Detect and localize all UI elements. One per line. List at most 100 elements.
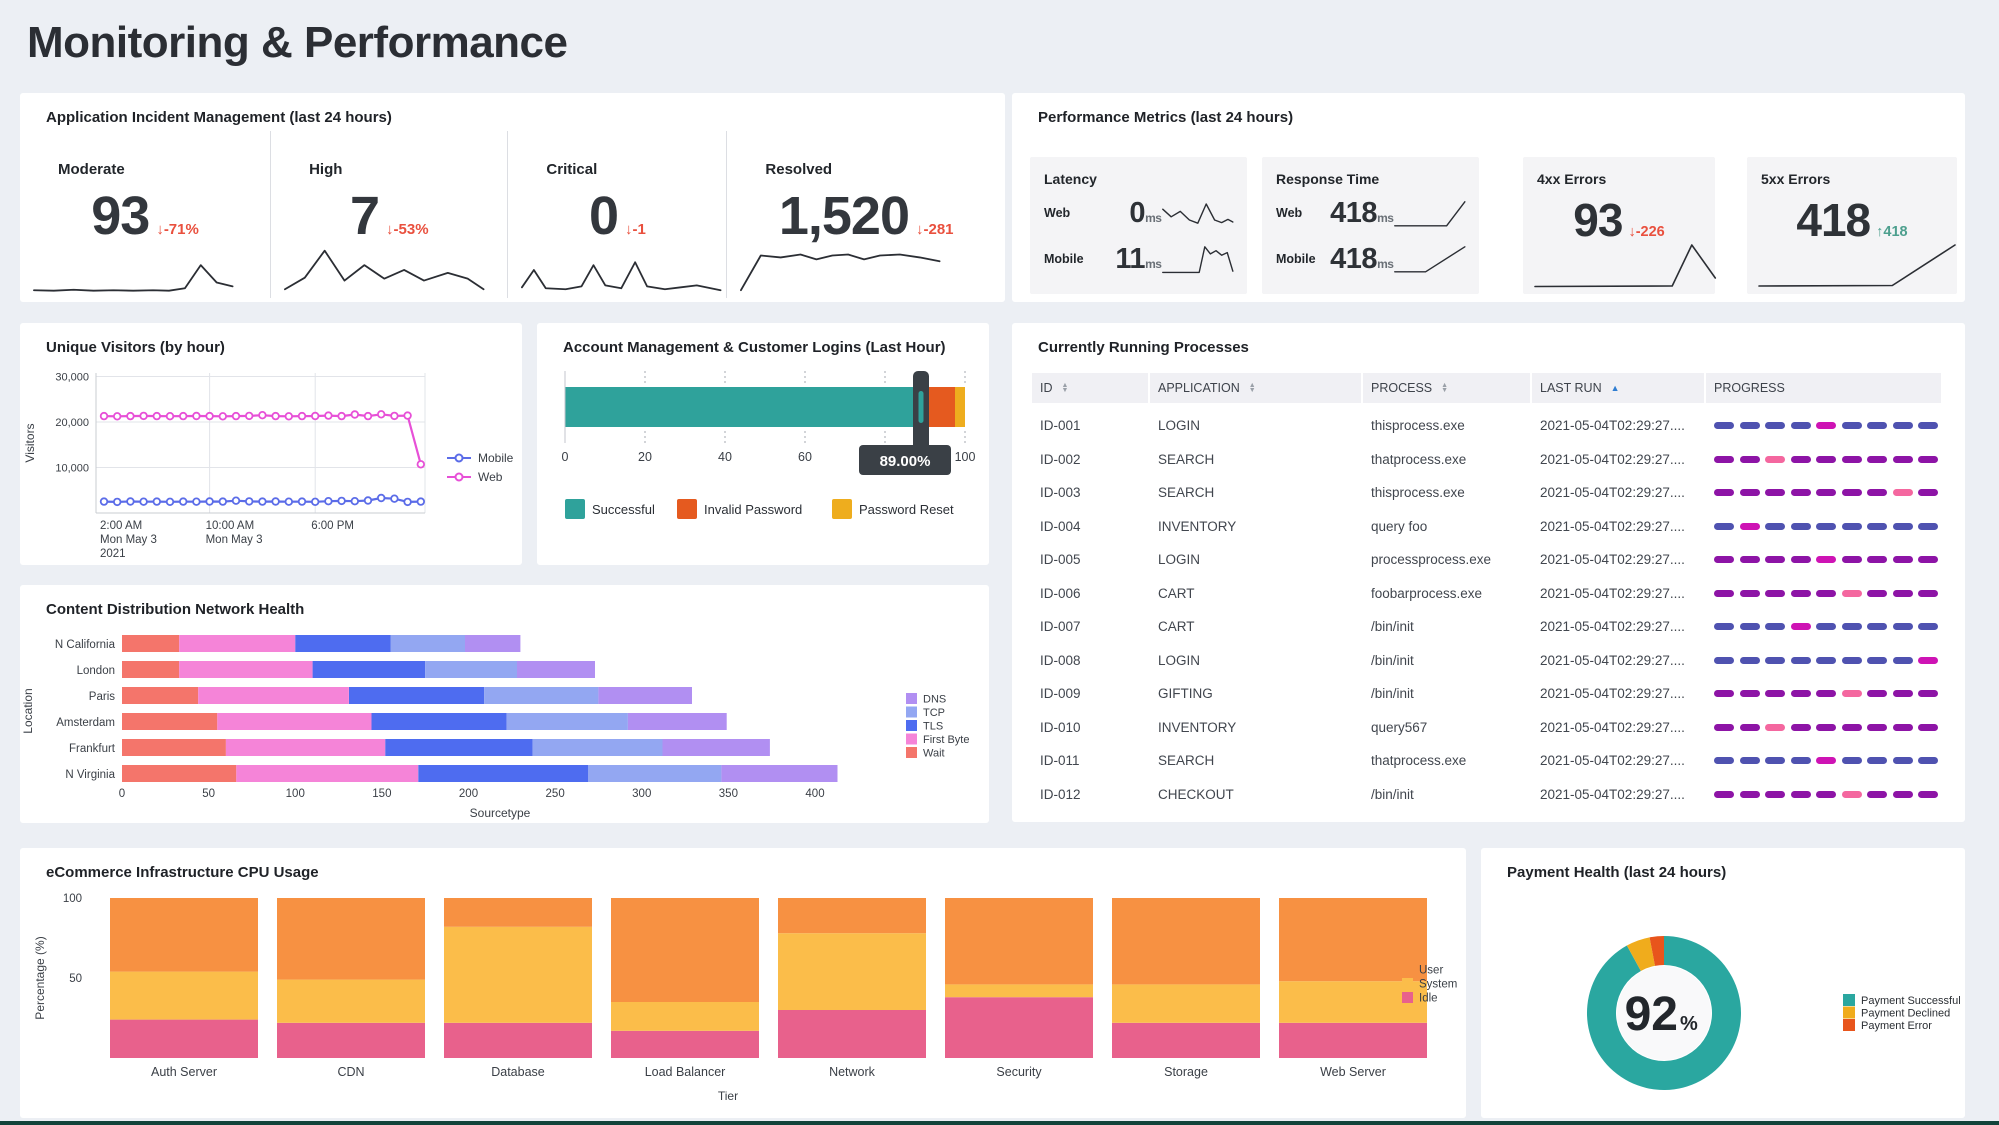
progress-dash xyxy=(1790,723,1811,731)
metric-row-web: Web 0ms xyxy=(1044,193,1235,233)
legend-label: DNS xyxy=(923,694,946,706)
category-label: Frankfurt xyxy=(69,743,116,755)
progress-dash xyxy=(1892,556,1913,564)
sparkline-path xyxy=(1395,202,1465,226)
metric-value-row: 418 ↑418 xyxy=(1747,193,1957,247)
performance-cards: Latency Web 0ms Mobile 11ms Response Time Web 4… xyxy=(1012,93,1965,302)
column-header-process[interactable]: PROCESS ▲ ▼ xyxy=(1363,373,1532,403)
progress-dash xyxy=(1892,589,1913,597)
legend-label: Payment Declined xyxy=(1861,1008,1950,1020)
sort-asc-icon: ▲ xyxy=(1610,383,1620,393)
metric-unit: ms xyxy=(1377,256,1394,271)
category-label: Database xyxy=(491,1065,545,1079)
mobile-data-point xyxy=(231,496,241,505)
mobile-data-point xyxy=(271,497,280,506)
sparkline xyxy=(1757,236,1957,292)
slider-handle-slot xyxy=(918,391,924,423)
bar-segment-first-byte xyxy=(179,661,313,678)
metric-delta: ↓-226 xyxy=(1628,224,1665,240)
metric-value: 93 xyxy=(91,186,150,246)
page-title: Monitoring & Performance xyxy=(27,18,568,67)
legend-swatch-payment-successful xyxy=(1843,994,1855,1006)
metric-card-resolved: Resolved 1,520 ↓-281 xyxy=(726,131,1005,298)
panel-cpu-usage: eCommerce Infrastructure CPU Usage Auth … xyxy=(20,848,1466,1118)
cell-id: ID-011 xyxy=(1040,753,1080,769)
web-data-point xyxy=(337,411,346,421)
cell-progress xyxy=(1706,476,1941,510)
metric-value-row: 93 ↓-71% xyxy=(20,185,270,247)
progress-dash xyxy=(1892,690,1913,698)
bar-segment-system xyxy=(778,933,926,1010)
sparkline xyxy=(1393,240,1467,278)
column-label: PROCESS xyxy=(1371,381,1433,395)
progress-dash xyxy=(1867,757,1887,765)
legend-swatch-payment-declined xyxy=(1843,1006,1855,1019)
sparkline-path xyxy=(1759,245,1955,286)
progress-dash xyxy=(1918,589,1938,597)
x-tick-label: 6:00 PM xyxy=(311,520,354,532)
web-data-point xyxy=(350,410,359,419)
mobile-data-point xyxy=(324,496,333,506)
bar-segment-idle xyxy=(945,997,1093,1058)
progress-dash xyxy=(1790,556,1811,564)
metric-delta: ↓-281 xyxy=(916,221,954,238)
column-header-last-run[interactable]: LAST RUN ▲ xyxy=(1532,373,1706,403)
donut-center-value: 92 xyxy=(1625,988,1678,1041)
x-tick-label: 2:00 AM xyxy=(100,520,142,532)
legend-label: Successful xyxy=(592,502,655,517)
legend-swatch-first-byte xyxy=(906,733,917,745)
progress-dash xyxy=(1765,790,1785,798)
column-header-id[interactable]: ID ▲ ▼ xyxy=(1032,373,1150,403)
cell-id: ID-005 xyxy=(1040,552,1081,568)
x-tick-label: 50 xyxy=(202,788,215,800)
metric-value-row: 0 ↓-1 xyxy=(508,185,726,247)
progress-dash xyxy=(1867,422,1887,430)
cell-id: ID-009 xyxy=(1040,686,1081,702)
progress-dash xyxy=(1867,623,1887,631)
bar-segment-tcp xyxy=(484,687,599,704)
metric-card-title: Response Time xyxy=(1276,171,1380,187)
progress-dash xyxy=(1790,422,1811,430)
progress-dash xyxy=(1816,455,1836,463)
metric-value: 0 xyxy=(588,186,619,246)
progress-dash xyxy=(1918,455,1938,463)
progress-dash xyxy=(1714,723,1734,731)
sparkline xyxy=(1161,240,1235,278)
progress-dash xyxy=(1714,690,1734,698)
sparkline xyxy=(1161,194,1235,232)
x-tick-label: 400 xyxy=(805,788,824,800)
metric-value: 418 xyxy=(1796,194,1871,246)
progress-dash xyxy=(1765,489,1785,497)
donut-slice-payment-declined xyxy=(1626,937,1656,971)
y-tick-label: 20,000 xyxy=(55,417,89,429)
sparkline xyxy=(32,242,235,296)
metric-row-value: 0ms xyxy=(1129,196,1162,229)
bar-segment-user xyxy=(611,898,759,1002)
mobile-data-point xyxy=(165,497,175,506)
y-tick-label: 30,000 xyxy=(55,372,89,384)
x-tick-label: 250 xyxy=(546,788,565,800)
progress-dash xyxy=(1765,589,1785,597)
cell-id: ID-002 xyxy=(1040,451,1081,467)
progress-dash xyxy=(1714,589,1734,597)
progress-dash xyxy=(1739,723,1760,731)
metric-row-label: Web xyxy=(1276,206,1303,220)
cell-id: ID-003 xyxy=(1040,485,1081,501)
category-label: London xyxy=(77,665,115,677)
mobile-data-point xyxy=(377,493,386,503)
cell-last_run: 2021-05-04T02:29:27.... xyxy=(1540,585,1685,601)
metric-delta: ↓-71% xyxy=(156,221,199,238)
progress-dash xyxy=(1841,455,1862,463)
legend-label: Payment Successful xyxy=(1861,995,1961,1007)
mobile-data-point xyxy=(99,497,109,506)
window-bottom-edge xyxy=(0,1121,1999,1125)
tooltip-text: 89.00% xyxy=(880,453,931,470)
progress-dash xyxy=(1892,723,1913,731)
column-header-application[interactable]: APPLICATION ▲ ▼ xyxy=(1150,373,1363,403)
legend-label: Wait xyxy=(923,748,945,760)
progress-dash xyxy=(1790,690,1811,698)
sparkline-path xyxy=(34,265,233,291)
progress-dash xyxy=(1816,489,1836,497)
category-label: Load Balancer xyxy=(645,1065,726,1079)
bar-segment-system xyxy=(945,984,1093,998)
